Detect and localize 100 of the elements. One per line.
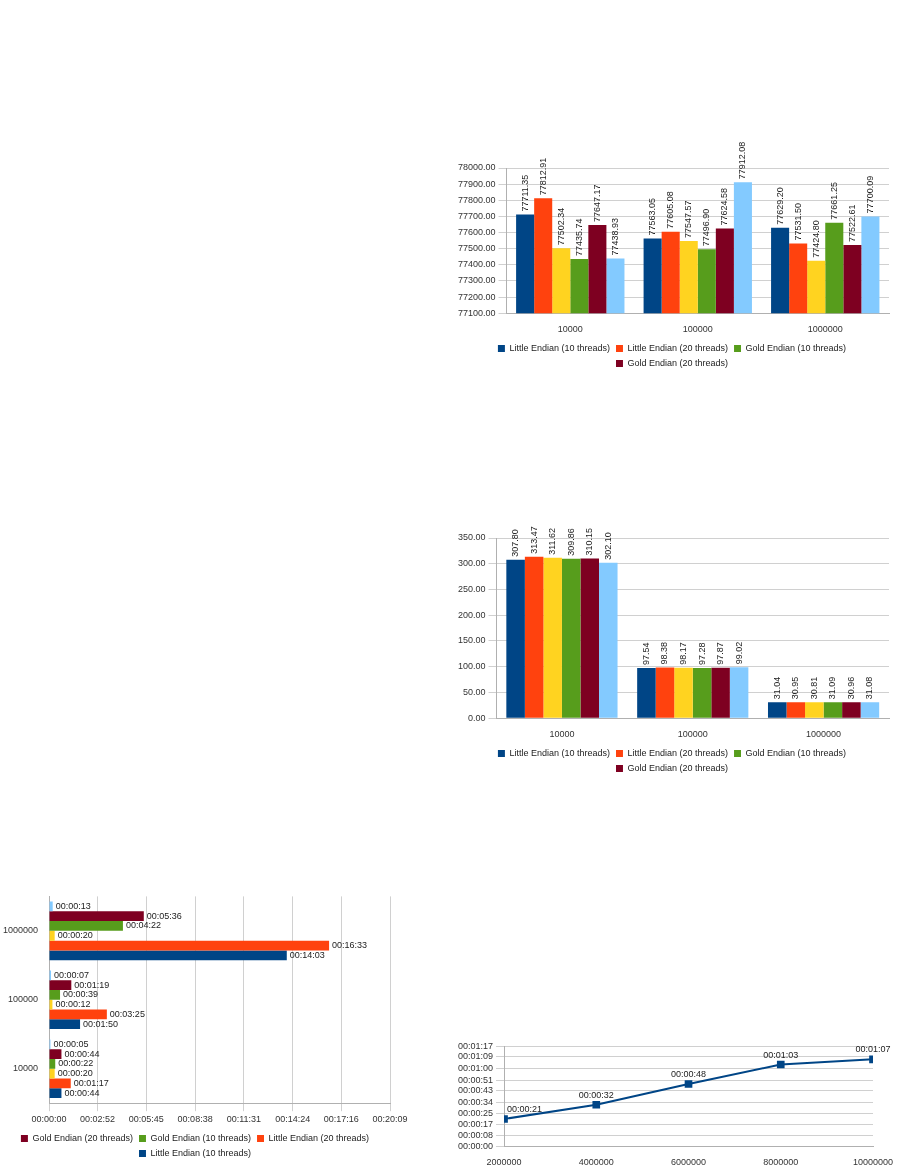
x-tick-label: 00:00:00 [31, 1114, 67, 1125]
data-label: 313.47 [528, 526, 539, 554]
bar [49, 990, 61, 1000]
data-label: 309.86 [565, 528, 576, 556]
data-label: 00:01:50 [83, 1018, 119, 1029]
legend-label: Little Endian (10 threads) [509, 342, 610, 353]
data-label: 00:03:25 [109, 1008, 145, 1019]
data-label: 77547.57 [683, 200, 694, 238]
legend-label: Little Endian (10 threads) [509, 747, 610, 758]
data-label: 77629.20 [774, 187, 785, 225]
bar [692, 668, 712, 718]
data-label: 31.08 [864, 676, 875, 700]
x-tick-label: 00:05:45 [128, 1114, 164, 1125]
y-tick-label: 00:00:08 [457, 1130, 494, 1141]
data-label: 310.15 [584, 527, 595, 556]
legend-label: Gold Endian (20 threads) [32, 1132, 133, 1143]
bar [49, 911, 144, 922]
bar [599, 562, 618, 718]
data-label: 302.10 [602, 532, 613, 560]
data-label: 97.87 [715, 642, 726, 665]
bar [637, 667, 656, 718]
legend-label: Little Endian (20 threads) [627, 342, 729, 353]
x-tick-label: 100000 [682, 324, 713, 335]
data-label: 98.38 [659, 642, 670, 665]
x-tick-label: 10000000 [852, 1157, 894, 1168]
data-label: 77424.80 [810, 220, 821, 258]
x-tick-label: 6000000 [670, 1157, 707, 1168]
bar [49, 1049, 62, 1059]
data-label: 77912.08 [737, 141, 748, 180]
x-tick-label: 00:17:16 [323, 1114, 359, 1125]
y-tick-label: 77700.00 [457, 210, 496, 221]
point [684, 1080, 693, 1088]
y-tick-label: 350.00 [458, 532, 486, 543]
data-label: 00:00:05 [53, 1038, 89, 1049]
data-label: 307.80 [510, 529, 521, 557]
x-tick-label: 4000000 [578, 1157, 614, 1168]
bar [49, 980, 72, 991]
data-label: 00:00:13 [55, 900, 91, 911]
data-label: 00:05:36 [146, 910, 182, 921]
legend-label: Little Endian (20 threads) [268, 1132, 370, 1143]
point [776, 1060, 785, 1069]
bar [49, 1078, 71, 1089]
y-tick-label: 77500.00 [457, 243, 496, 254]
y-tick-label: 00:01:17 [457, 1040, 494, 1051]
data-label: 77661.25 [828, 182, 839, 220]
data-label: 77647.17 [591, 184, 602, 222]
data-label: 00:04:22 [125, 920, 161, 931]
bar [561, 558, 581, 718]
bar [49, 940, 330, 951]
y-tick-label: 50.00 [463, 686, 486, 697]
bar [655, 667, 675, 718]
bar [674, 667, 693, 718]
bar [524, 556, 544, 718]
y-tick-label: 0.00 [468, 712, 486, 723]
y-tick-label: 00:00:43 [457, 1084, 494, 1095]
y-tick-label: 00:00:25 [457, 1108, 494, 1119]
bar [49, 1009, 107, 1020]
bar [49, 930, 55, 941]
y-tick-label: 00:01:09 [457, 1051, 494, 1062]
bar [860, 702, 880, 718]
bar [543, 557, 562, 718]
bar [49, 1068, 55, 1079]
bar [842, 702, 861, 718]
y-tick-label: 150.00 [458, 635, 486, 646]
data-label: 77563.05 [647, 197, 658, 236]
bar [49, 1088, 62, 1099]
x-tick-label: 00:02:52 [80, 1114, 116, 1125]
y-tick-label: 1000000 [2, 925, 39, 936]
data-label: 30.81 [808, 676, 819, 700]
legend-label: Gold Endian (20 threads) [627, 762, 729, 773]
x-tick-label: 8000000 [763, 1157, 799, 1168]
legend-label: Gold Endian (10 threads) [745, 342, 847, 353]
data-label: 00:01:19 [74, 979, 110, 990]
data-label: 97.54 [640, 642, 651, 665]
data-label: 77700.09 [864, 175, 875, 214]
data-label: 98.17 [677, 642, 688, 665]
legend-label: Gold Endian (10 threads) [745, 747, 847, 758]
y-tick-label: 77900.00 [457, 178, 496, 189]
data-label: 00:00:20 [57, 1068, 93, 1079]
data-label: 77522.61 [846, 204, 857, 243]
legend-label: Little Endian (10 threads) [150, 1147, 252, 1158]
bar [711, 667, 730, 718]
y-tick-label: 200.00 [458, 609, 486, 620]
data-label: 00:00:32 [578, 1089, 614, 1100]
data-label: 77502.34 [555, 207, 566, 246]
data-label: 77624.58 [719, 188, 730, 226]
data-label: 311.62 [547, 527, 558, 555]
bar [49, 921, 123, 931]
y-tick-label: 100.00 [458, 661, 486, 672]
bar [49, 950, 287, 961]
data-label: 97.28 [696, 642, 707, 666]
legend-label: Little Endian (20 threads) [627, 747, 729, 758]
data-label: 30.95 [790, 676, 801, 700]
x-tick-label: 1000000 [807, 324, 843, 335]
data-label: 77438.93 [609, 217, 620, 256]
data-label: 31.09 [827, 676, 838, 700]
x-tick-label: 00:14:24 [275, 1114, 311, 1125]
y-tick-label: 300.00 [458, 558, 486, 569]
data-label: 30.96 [845, 676, 856, 700]
y-tick-label: 00:00:00 [457, 1140, 494, 1151]
